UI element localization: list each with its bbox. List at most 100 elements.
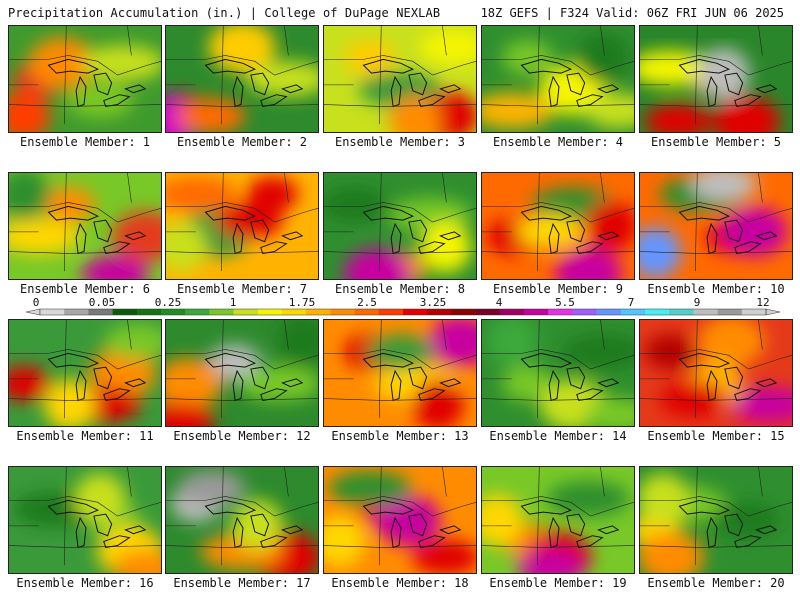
great-lakes-outline — [204, 352, 257, 368]
great-lakes-outline — [439, 378, 462, 388]
precip-blob — [697, 320, 765, 367]
state-border-line — [640, 104, 792, 107]
precip-blob — [644, 334, 697, 370]
state-border-line — [482, 251, 634, 254]
precip-blob — [66, 82, 134, 118]
precip-blob — [9, 173, 50, 220]
ensemble-member-label: Ensemble Member: 9 — [492, 282, 624, 296]
colorbar-swatch — [548, 309, 573, 315]
colorbar-swatch — [306, 309, 331, 315]
precip-blob — [585, 397, 634, 426]
precip-blob — [44, 379, 96, 426]
ensemble-map-panel — [323, 25, 477, 133]
great-lakes-outline — [408, 72, 428, 96]
great-lakes-outline — [439, 84, 462, 94]
precip-blob — [9, 218, 81, 255]
ensemble-member-label: Ensemble Member: 14 — [489, 429, 627, 443]
ensemble-member-label: Ensemble Member: 6 — [19, 282, 151, 296]
state-border-line — [63, 467, 67, 566]
great-lakes-outline — [597, 378, 620, 388]
precip-blob — [112, 211, 161, 263]
great-lakes-outline — [281, 525, 304, 535]
great-lakes-outline — [724, 513, 744, 537]
precip-blob — [501, 365, 554, 402]
precip-blob — [554, 248, 622, 279]
great-lakes-outline — [362, 499, 415, 515]
state-border-line — [63, 320, 67, 419]
great-lakes-outline — [678, 205, 731, 221]
precip-blob — [28, 37, 96, 89]
precip-blob — [216, 203, 284, 239]
great-lakes-outline — [124, 525, 147, 535]
precip-blob — [640, 226, 681, 279]
great-lakes-outline — [566, 513, 586, 537]
great-lakes-outline — [124, 231, 147, 241]
ensemble-map-panel — [639, 25, 793, 133]
state-border-line — [442, 26, 447, 56]
ensemble-map-panel — [8, 466, 162, 574]
great-lakes-outline — [734, 388, 762, 402]
colorbar-swatch — [524, 309, 549, 315]
great-lakes-outline — [281, 378, 304, 388]
colorbar-swatch — [209, 309, 234, 315]
colorbar-max-arrow — [765, 308, 781, 316]
precip-blob — [419, 29, 476, 65]
state-border-line — [324, 545, 476, 548]
ensemble-member-label: Ensemble Member: 12 — [173, 429, 311, 443]
state-border-line — [284, 467, 289, 497]
colorbar-outline — [39, 308, 767, 316]
great-lakes-outline — [232, 369, 244, 402]
precip-blob — [516, 550, 584, 573]
colorbar-swatch — [451, 309, 476, 315]
state-border-line — [220, 320, 224, 419]
ensemble-map-panel — [8, 319, 162, 427]
colorbar-swatch — [161, 309, 186, 315]
state-border-line — [600, 467, 605, 497]
colorbar-swatch — [645, 309, 670, 315]
precip-blob — [343, 40, 396, 76]
colorbar-tick-label: 1 — [229, 296, 237, 309]
great-lakes-outline — [103, 535, 131, 549]
precip-blob — [324, 187, 388, 223]
ensemble-member-label: Ensemble Member: 7 — [176, 282, 308, 296]
state-border-line — [536, 467, 540, 566]
colorbar-tick-label: 7 — [627, 296, 635, 309]
colorbar-swatch — [282, 309, 307, 315]
colorbar-swatch — [354, 309, 380, 315]
state-border-line — [166, 349, 318, 370]
state-border-line — [166, 496, 318, 517]
state-border-line — [9, 496, 161, 517]
colorbar-swatch — [693, 309, 718, 315]
ensemble-map-panel — [639, 319, 793, 427]
state-border-line — [600, 26, 605, 56]
great-lakes-outline — [232, 222, 244, 255]
great-lakes-outline — [548, 222, 560, 255]
precip-blob — [74, 473, 126, 525]
colorbar-tick-label: 2.5 — [357, 296, 377, 309]
great-lakes-outline — [548, 369, 560, 402]
state-border-line — [600, 320, 605, 350]
ensemble-member-label: Ensemble Member: 3 — [334, 135, 466, 149]
great-lakes-outline — [408, 513, 428, 537]
great-lakes-outline — [678, 499, 731, 515]
ensemble-map-panel — [481, 172, 635, 280]
state-border-line — [9, 545, 161, 548]
great-lakes-outline — [250, 72, 270, 96]
colorbar-tick-label: 0.05 — [88, 296, 116, 309]
precip-blob — [343, 248, 411, 279]
state-border-line — [166, 398, 318, 401]
ensemble-member-label: Ensemble Member: 20 — [647, 576, 785, 590]
ensemble-member-label: Ensemble Member: 4 — [492, 135, 624, 149]
state-border-line — [758, 467, 763, 497]
ensemble-member-label: Ensemble Member: 8 — [334, 282, 466, 296]
great-lakes-outline — [103, 388, 131, 402]
ensemble-map-panel — [165, 172, 319, 280]
precip-blob — [238, 365, 318, 402]
precip-blob — [412, 539, 476, 573]
colorbar-swatch — [403, 309, 428, 315]
precip-blob — [585, 200, 634, 252]
state-border-line — [536, 173, 540, 272]
state-border-line — [324, 55, 476, 76]
great-lakes-outline — [576, 388, 604, 402]
great-lakes-outline — [250, 366, 270, 390]
